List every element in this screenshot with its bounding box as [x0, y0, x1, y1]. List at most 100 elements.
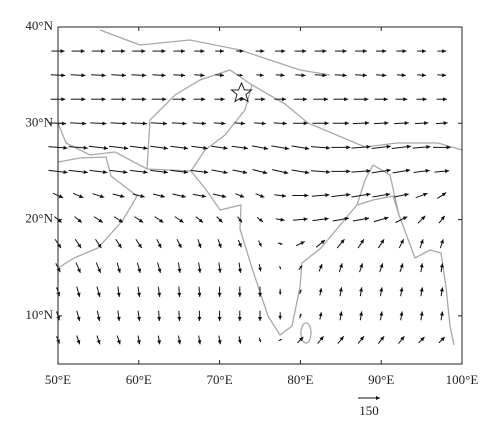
wind-vector: [334, 73, 347, 78]
wind-vector: [157, 286, 162, 297]
wind-vector: [311, 193, 330, 198]
arrow-head: [82, 121, 87, 126]
wind-vector: [331, 192, 351, 198]
wind-vector: [177, 310, 182, 322]
wind-vector: [357, 238, 365, 249]
arrow-head: [121, 73, 126, 78]
wind-vector: [217, 335, 222, 345]
arrow-head: [81, 73, 86, 78]
wind-vector: [398, 335, 405, 344]
wind-vector: [136, 335, 141, 345]
wind-vector: [216, 216, 223, 223]
wind-vector: [351, 144, 371, 149]
arrow-head: [364, 216, 370, 221]
wind-vector: [237, 216, 243, 223]
x-tick-label: 50°E: [45, 372, 71, 387]
wind-vector: [173, 73, 186, 78]
arrow-head: [76, 292, 81, 297]
arrow-head: [279, 267, 281, 270]
arrow-head: [218, 218, 223, 223]
arrow-head: [402, 49, 407, 54]
arrow-head: [304, 170, 310, 175]
x-tick-label: 60°E: [126, 372, 152, 387]
wind-vector: [371, 144, 391, 149]
wind-vector: [95, 238, 102, 249]
wind-vector: [96, 335, 101, 345]
arrow-head: [116, 316, 121, 321]
wind-vector: [217, 286, 222, 297]
wind-vector: [438, 336, 446, 344]
arrow-head: [278, 291, 282, 295]
wind-vector: [372, 192, 391, 198]
wind-vector: [338, 311, 343, 321]
arrow-head: [384, 216, 389, 221]
arrow-head: [366, 144, 371, 149]
arrow-head: [258, 292, 262, 297]
coastlines: [57, 29, 463, 346]
arrow-head: [258, 242, 262, 247]
wind-vector: [352, 216, 370, 222]
wind-vector: [293, 97, 307, 102]
wind-vector: [68, 145, 88, 150]
arrow-head: [96, 339, 101, 345]
arrow-head: [359, 263, 364, 268]
wind-vector: [237, 239, 242, 248]
arrow-head: [303, 97, 307, 102]
arrow-head: [299, 313, 302, 317]
arrow-head: [299, 336, 304, 342]
arrow-head: [404, 121, 409, 126]
arrow-head: [405, 168, 411, 173]
arrow-head: [440, 239, 444, 244]
wind-vector: [156, 239, 162, 249]
arrow-head: [441, 192, 447, 197]
arrow-head: [197, 316, 202, 321]
arrow-head: [220, 49, 224, 54]
wind-vector: [294, 49, 307, 54]
wind-vector: [417, 49, 426, 54]
wind-vector: [433, 145, 451, 150]
arrow-head: [157, 292, 162, 297]
wind-vector: [318, 288, 323, 296]
arrow-head: [383, 97, 388, 102]
wind-vector: [336, 238, 345, 249]
arrow-head: [143, 145, 148, 150]
arrow-head: [198, 218, 204, 223]
arrow-head: [379, 287, 384, 292]
wind-vector: [172, 193, 186, 199]
wind-vector: [271, 145, 290, 151]
wind-vector: [217, 262, 222, 273]
arrow-head: [237, 242, 242, 248]
arrow-head: [158, 218, 164, 223]
arrow-head: [179, 218, 184, 223]
wind-vector: [132, 193, 145, 198]
arrow-head: [420, 336, 425, 342]
wind-vector: [197, 286, 202, 297]
arrow-head: [97, 243, 102, 249]
arrow-head: [180, 73, 186, 78]
wind-vector: [331, 169, 351, 174]
wind-vector: [332, 121, 349, 126]
arrow-head: [221, 194, 227, 199]
wind-vector: [131, 73, 147, 78]
arrow-head: [319, 336, 324, 341]
arrow-head: [162, 97, 167, 102]
wind-vector: [255, 49, 265, 54]
wind-vector: [93, 216, 104, 223]
wind-vector: [217, 310, 222, 321]
arrow-head: [400, 336, 405, 341]
arrow-head: [419, 263, 424, 268]
arrow-head: [162, 121, 168, 126]
wind-vector: [91, 49, 105, 54]
arrow-head: [217, 243, 222, 249]
wind-vector: [295, 240, 306, 247]
arrow-head: [366, 169, 371, 173]
wind-vector: [419, 239, 424, 249]
arrow-head: [201, 97, 206, 102]
wind-vector: [379, 287, 384, 297]
wind-vector: [150, 169, 168, 175]
wind-vector: [129, 145, 148, 150]
wind-vector: [399, 311, 404, 321]
wind-vector: [68, 169, 88, 175]
arrow-head: [324, 217, 329, 221]
